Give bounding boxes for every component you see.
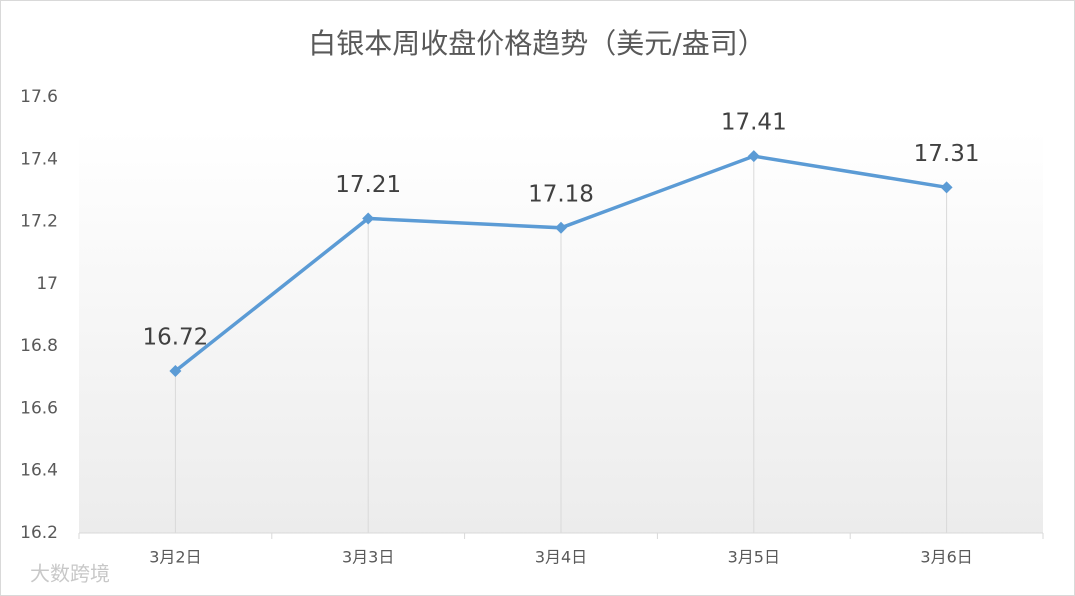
x-tick-label: 3月6日 bbox=[920, 548, 972, 567]
y-tick-label: 16.2 bbox=[20, 523, 58, 543]
data-label: 17.41 bbox=[721, 110, 787, 136]
y-tick-label: 16.6 bbox=[20, 398, 58, 418]
y-tick-label: 17.2 bbox=[20, 212, 58, 232]
x-tick-label: 3月4日 bbox=[535, 548, 587, 567]
x-tick-label: 3月3日 bbox=[342, 548, 394, 567]
y-tick-label: 17 bbox=[36, 274, 58, 294]
x-tick-label: 3月5日 bbox=[728, 548, 780, 567]
y-tick-label: 16.8 bbox=[20, 336, 58, 356]
y-tick-label: 16.4 bbox=[20, 461, 58, 481]
data-label: 16.72 bbox=[142, 325, 208, 351]
marker bbox=[169, 365, 182, 378]
marker bbox=[940, 181, 953, 194]
y-tick-label: 17.4 bbox=[20, 149, 58, 169]
marker bbox=[747, 150, 760, 163]
x-tick-label: 3月2日 bbox=[149, 548, 201, 567]
marker bbox=[555, 221, 567, 234]
watermark: 大数跨境 bbox=[30, 562, 110, 586]
marker bbox=[362, 212, 375, 225]
data-label: 17.18 bbox=[528, 181, 594, 207]
data-label: 17.31 bbox=[914, 141, 980, 167]
chart-title: 白银本周收盘价格趋势（美元/盎司） bbox=[308, 27, 765, 60]
y-tick-label: 17.6 bbox=[20, 87, 58, 107]
data-label: 17.21 bbox=[335, 172, 401, 198]
